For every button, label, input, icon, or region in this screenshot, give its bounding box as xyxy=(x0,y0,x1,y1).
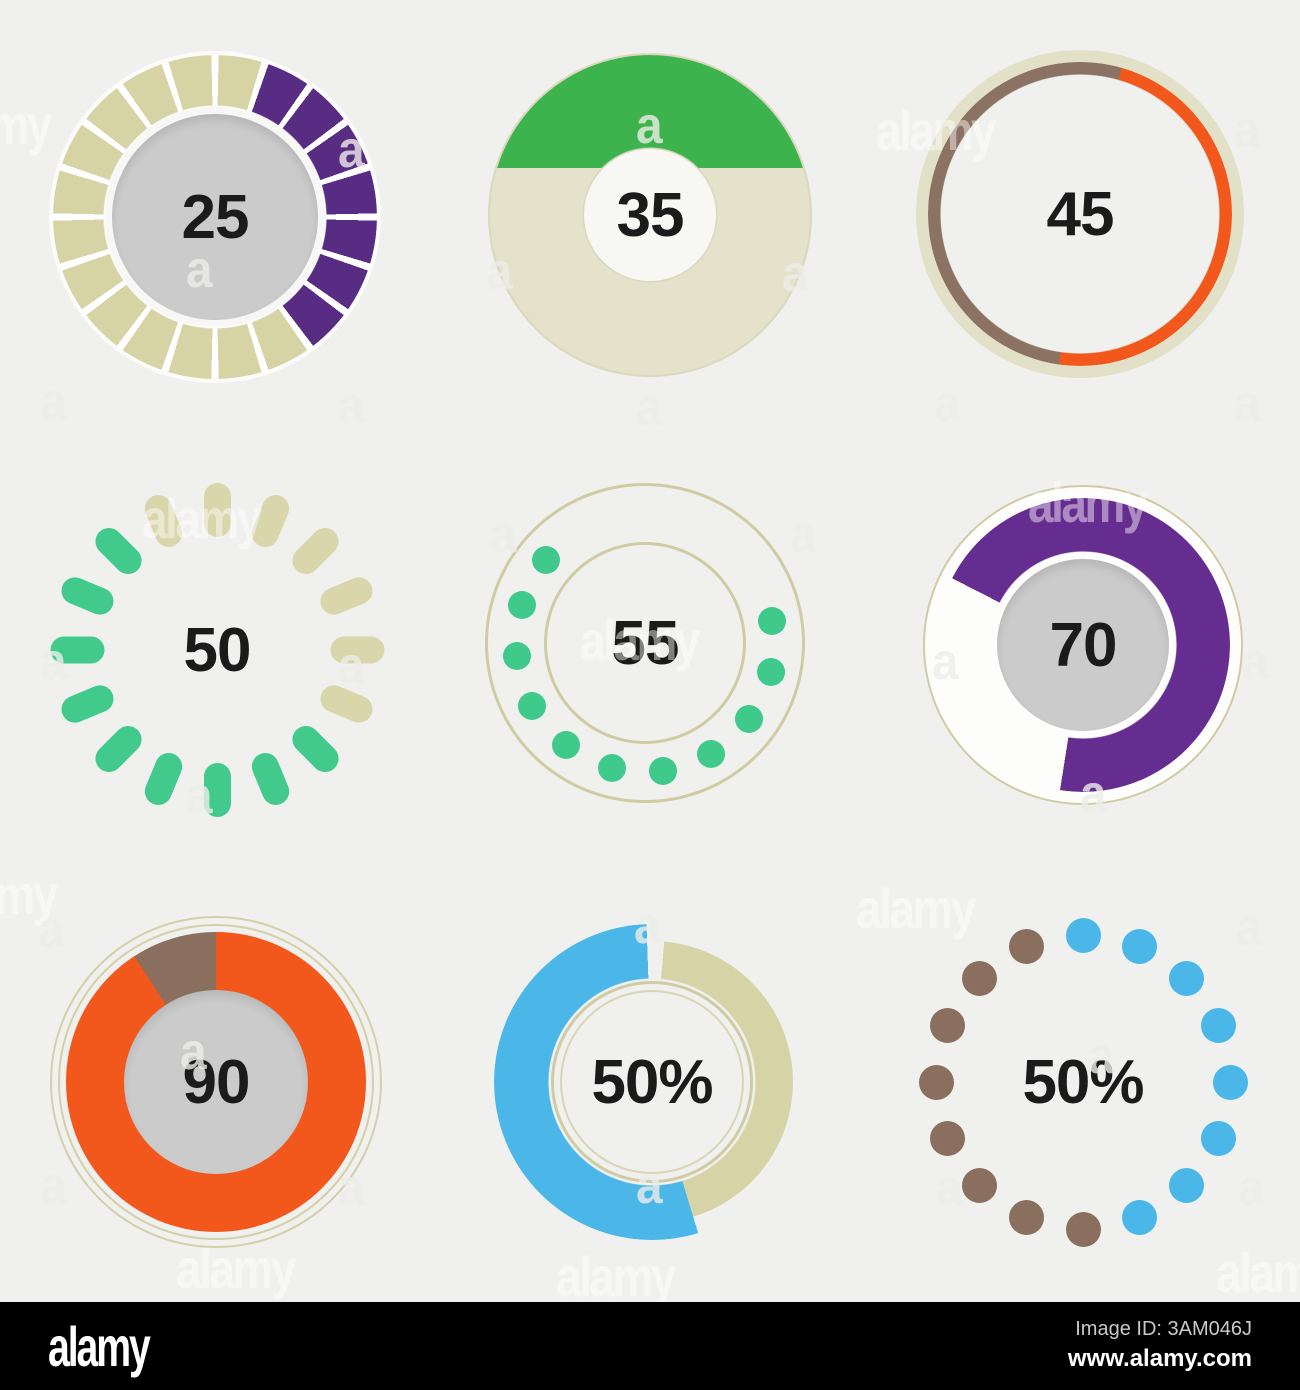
progress-indicator-35: 35 xyxy=(480,45,820,385)
center-disc xyxy=(112,114,318,320)
watermark-word: alamy xyxy=(0,93,52,156)
progress-dot xyxy=(1212,1064,1248,1100)
center-disc xyxy=(997,559,1169,731)
progress-dot xyxy=(1065,917,1101,953)
progress-arc xyxy=(928,62,1232,366)
progress-dot xyxy=(532,546,561,575)
progress-dot xyxy=(1065,1211,1101,1247)
progress-dot xyxy=(1121,1200,1157,1236)
footer-info: Image ID: 3AM046J www.alamy.com xyxy=(1068,1316,1252,1375)
progress-value-label: 50% xyxy=(591,1047,713,1117)
progress-ring-graphic xyxy=(475,473,815,813)
progress-indicator-45: 45 xyxy=(910,44,1250,384)
alamy-url-text: www.alamy.com xyxy=(1067,1345,1252,1373)
donut-hole xyxy=(584,149,716,281)
progress-dot xyxy=(961,1168,997,1204)
watermark-letter: a xyxy=(636,379,663,437)
progress-dot xyxy=(1201,1120,1237,1156)
progress-dot xyxy=(735,704,764,733)
progress-ring-graphic xyxy=(482,912,822,1252)
progress-dot xyxy=(502,642,531,671)
progress-dot xyxy=(597,753,626,782)
progress-indicator-70: 70 xyxy=(913,475,1253,815)
progress-value-label: 25 xyxy=(181,182,250,252)
progress-value-label: 45 xyxy=(1046,179,1115,249)
progress-dot xyxy=(1009,928,1045,964)
progress-dot xyxy=(1169,960,1205,996)
progress-ring-graphic xyxy=(45,47,385,387)
progress-indicator-25: 25 xyxy=(45,47,385,387)
progress-dot xyxy=(648,756,677,785)
progress-dot xyxy=(507,591,536,620)
progress-dot xyxy=(756,658,785,687)
progress-ring-graphic xyxy=(480,45,820,385)
progress-dot xyxy=(518,691,547,720)
progress-indicator-90: 90 xyxy=(46,912,386,1252)
progress-dot xyxy=(929,1120,965,1156)
progress-dot xyxy=(929,1008,965,1044)
progress-indicator-50pct-dots: 50% xyxy=(913,912,1253,1252)
spinner-pill xyxy=(203,483,231,537)
progress-indicator-50pct-arc: 50% xyxy=(482,912,822,1252)
progress-dot xyxy=(961,960,997,996)
progress-value-label: 35 xyxy=(616,180,685,250)
progress-value-label: 90 xyxy=(182,1047,251,1117)
progress-indicator-55: 55 xyxy=(475,473,815,813)
center-disc xyxy=(124,990,308,1174)
progress-ring-graphic xyxy=(46,912,386,1252)
alamy-logo: alamy xyxy=(48,1314,151,1378)
progress-value-label: 50 xyxy=(183,615,252,685)
progress-dot xyxy=(551,730,580,759)
progress-dot xyxy=(758,606,787,635)
progress-arc xyxy=(494,924,810,1240)
footer-bar: alamy Image ID: 3AM046J www.alamy.com xyxy=(0,1302,1300,1390)
progress-value-label: 70 xyxy=(1049,610,1118,680)
progress-value-label: 50% xyxy=(1022,1047,1144,1117)
progress-dot xyxy=(1009,1200,1045,1236)
progress-dot xyxy=(697,739,726,768)
progress-ring-graphic xyxy=(913,912,1253,1252)
progress-dot xyxy=(1169,1168,1205,1204)
progress-dot xyxy=(918,1064,954,1100)
progress-indicator-50: 50 xyxy=(47,480,387,820)
progress-ring-graphic xyxy=(47,480,387,820)
watermark-word: alamy xyxy=(556,1245,676,1308)
progress-value-label: 55 xyxy=(611,608,680,678)
image-id-text: Image ID: 3AM046J xyxy=(1075,1318,1252,1341)
progress-ring-graphic xyxy=(913,475,1253,815)
progress-ring-graphic xyxy=(910,44,1250,384)
progress-dot xyxy=(1121,928,1157,964)
progress-dot xyxy=(1201,1008,1237,1044)
